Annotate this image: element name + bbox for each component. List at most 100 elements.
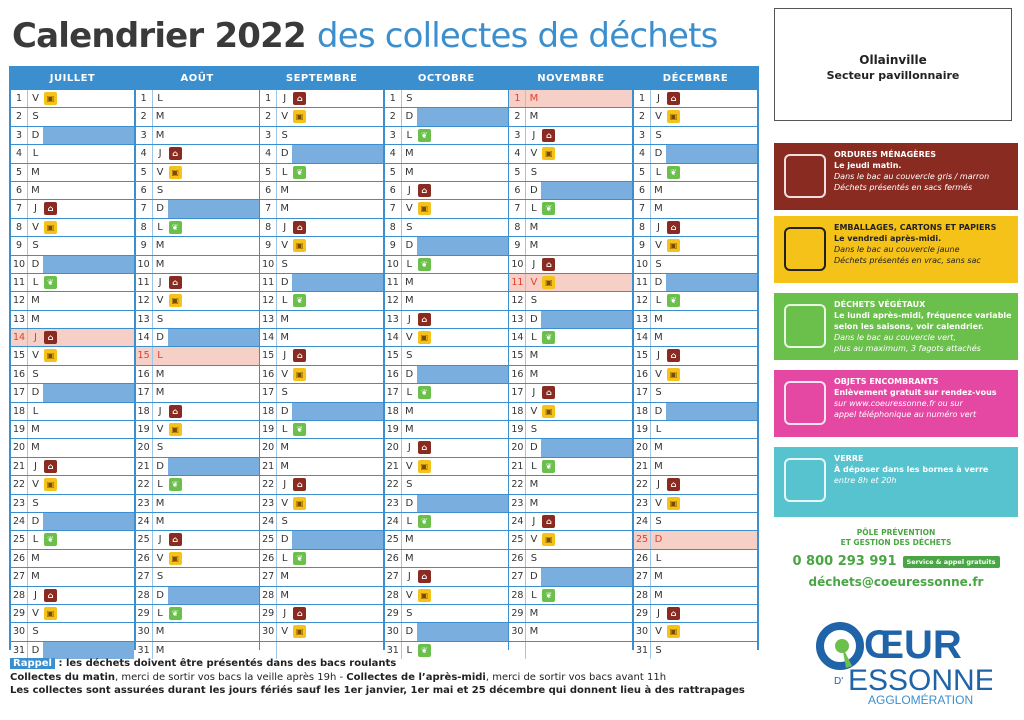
day-row: 29 J ⌂ <box>634 604 757 623</box>
day-number: 24 <box>385 512 402 531</box>
day-row: 12 L ❦ <box>634 292 757 310</box>
phone-number[interactable]: 0 800 293 991 <box>792 554 897 569</box>
day-number: 7 <box>260 200 278 218</box>
day-number: 14 <box>11 329 28 347</box>
recycling-box-icon: ▣ <box>44 478 57 492</box>
day-number: 24 <box>634 512 651 531</box>
recycling-box-icon: ▣ <box>293 625 307 639</box>
day-number: 15 <box>11 347 28 365</box>
day-row: 2 V ▣ <box>634 108 757 126</box>
day-letter: J <box>34 460 37 472</box>
day-letter: L <box>655 166 662 178</box>
day-number: 13 <box>634 310 651 329</box>
day-letter: D <box>156 589 164 601</box>
day-letter: D <box>530 571 538 583</box>
day-letter: J <box>158 148 162 160</box>
day-row: 25 J ⌂ <box>135 531 259 549</box>
day-letter: D <box>31 387 40 399</box>
day-number: 14 <box>509 329 527 347</box>
recycling-box-icon: ▣ <box>44 220 57 234</box>
day-number: 20 <box>136 439 153 457</box>
day-number: 31 <box>634 641 651 660</box>
trash-bin-icon: ⌂ <box>667 220 680 234</box>
day-letter: J <box>407 571 411 583</box>
recycling-box-icon: ▣ <box>44 92 57 105</box>
trash-bin-icon: ⌂ <box>667 478 680 492</box>
day-row: 22 J ⌂ <box>260 476 384 494</box>
logo-small: D' <box>834 676 843 687</box>
day-row: 1 J ⌂ <box>634 90 757 108</box>
day-letter: L <box>655 552 662 564</box>
day-row: 22 M <box>509 476 633 494</box>
day-number: 26 <box>11 549 28 568</box>
day-row: 15 S <box>384 347 508 365</box>
day-number: 23 <box>634 494 651 512</box>
day-row: 3 L ❦ <box>384 126 508 145</box>
day-letter: J <box>283 350 287 362</box>
day-number: 22 <box>11 476 28 494</box>
day-letter: V <box>281 111 289 123</box>
day-row: 17 S <box>260 384 384 402</box>
day-row: 19 M <box>11 421 134 439</box>
day-row: 14 M <box>260 329 384 347</box>
day-letter: L <box>406 387 413 399</box>
contact-email[interactable]: déchets@coeuressonne.fr <box>808 575 984 589</box>
day-number: 2 <box>136 108 153 126</box>
day-row: 15 J ⌂ <box>260 347 384 365</box>
day-number: 31 <box>11 641 28 660</box>
day-letter: V <box>156 166 164 178</box>
day-letter: M <box>280 571 289 583</box>
day-number: 14 <box>634 329 651 347</box>
day-row: 20 M <box>260 439 384 457</box>
day-number: 15 <box>634 347 651 365</box>
day-number: 27 <box>260 568 278 586</box>
day-letter: D <box>405 626 414 638</box>
day-letter: M <box>155 129 165 141</box>
day-row: 29 J ⌂ <box>260 604 384 623</box>
day-row: 21 L ❦ <box>509 457 633 476</box>
day-letter: V <box>530 148 538 160</box>
holidays-line: Les collectes sont assurées durant les j… <box>10 684 770 698</box>
day-number: 27 <box>634 568 651 586</box>
day-number: 7 <box>385 200 402 218</box>
recycling-box-icon: ▣ <box>667 496 680 510</box>
day-row: 28 L ❦ <box>509 586 633 604</box>
trash-bin-icon: ⌂ <box>667 606 680 620</box>
day-letter: J <box>657 350 660 362</box>
collect-times-line: Collectes du matin, merci de sortir vos … <box>10 671 770 685</box>
day-number: 13 <box>11 310 28 329</box>
day-row: 12 L ❦ <box>260 292 384 310</box>
day-number: 6 <box>11 181 28 200</box>
day-row: 1 V ▣ <box>11 90 134 108</box>
day-letter: D <box>31 515 40 527</box>
day-letter: M <box>404 166 414 178</box>
day-letter: M <box>404 295 414 307</box>
day-row: 13 S <box>135 310 259 329</box>
day-letter: J <box>158 405 162 417</box>
day-letter: S <box>530 166 538 178</box>
day-row: 8 J ⌂ <box>260 218 384 237</box>
day-letter: S <box>281 258 288 270</box>
day-row: 26 S <box>509 549 633 568</box>
day-number: 19 <box>136 421 153 439</box>
day-row: 27 M <box>260 568 384 586</box>
pole-subtitle: ET GESTION DES DÉCHETS <box>840 538 952 547</box>
day-number: 20 <box>385 439 402 457</box>
matin-label: Collectes du matin <box>10 671 116 683</box>
day-letter: D <box>654 405 663 417</box>
day-number: 2 <box>11 108 28 126</box>
day-row: 28 M <box>634 586 757 604</box>
day-row: 12 S <box>509 292 633 310</box>
day-number: 3 <box>634 126 651 145</box>
day-letter: L <box>157 221 163 233</box>
trash-bin-icon: ⌂ <box>417 570 431 584</box>
day-number: 15 <box>385 347 402 365</box>
month-header: SEPTEMBRE <box>285 73 358 84</box>
day-letter: D <box>156 203 164 215</box>
day-letter: L <box>531 332 537 344</box>
day-number: 19 <box>509 421 527 439</box>
day-row: 11 M <box>384 273 508 292</box>
legend-schedule: Le vendredi après-midi. <box>834 234 942 243</box>
day-row: 4 J ⌂ <box>135 145 259 163</box>
